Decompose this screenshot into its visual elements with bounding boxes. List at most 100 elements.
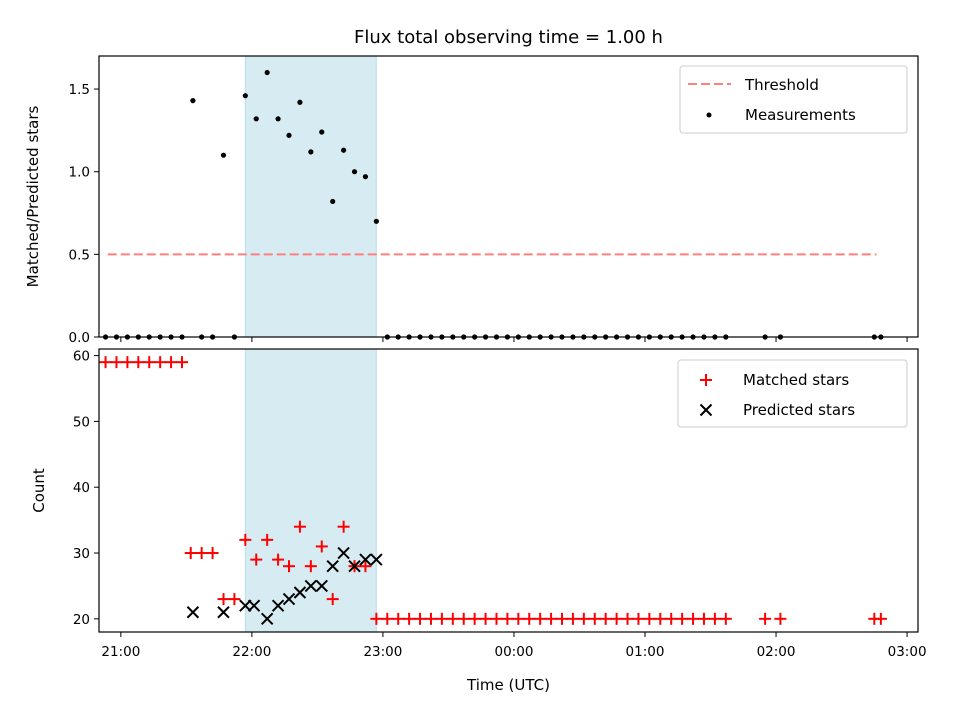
measurement-point bbox=[308, 149, 314, 155]
matched-star-point bbox=[435, 612, 448, 625]
measurement-point bbox=[190, 98, 196, 104]
bottom-legend: Matched stars Predicted stars bbox=[677, 359, 908, 428]
chart-title: Flux total observing time = 1.00 h bbox=[354, 27, 663, 48]
matched-star-point bbox=[261, 533, 274, 546]
matched-star-point bbox=[381, 612, 394, 625]
x-stroke-b bbox=[217, 606, 230, 619]
top-legend: Threshold Measurements bbox=[679, 65, 908, 134]
top-y-tick-label: 0.5 bbox=[69, 247, 90, 263]
matched-star-point bbox=[523, 612, 536, 625]
predicted-star-point bbox=[293, 586, 307, 599]
matched-star-point bbox=[175, 356, 188, 369]
matched-star-point bbox=[154, 356, 167, 369]
top-axes-frame bbox=[98, 55, 919, 338]
measurement-point bbox=[264, 69, 270, 76]
bottom-legend-box bbox=[677, 359, 908, 428]
top-panel: 0.0 0.5 1.0 1.5 Flux total observing time =… bbox=[24, 27, 919, 346]
matched-star-point bbox=[359, 560, 372, 573]
matched-star-point bbox=[468, 612, 481, 625]
predicted-star-point bbox=[337, 546, 350, 560]
predicted-star-point bbox=[282, 592, 296, 606]
measurement-point bbox=[220, 152, 227, 158]
matched-star-point bbox=[239, 533, 252, 546]
bottom-y-ticks: 20 30 40 50 60 bbox=[73, 349, 99, 628]
matched-star-point bbox=[632, 612, 645, 625]
bottom-x-tick-label: 22:00 bbox=[232, 644, 271, 660]
matched-star-point bbox=[143, 356, 156, 369]
matched-star-point bbox=[457, 612, 470, 625]
bottom-y-axis-label: Count bbox=[30, 468, 48, 513]
matched-star-point bbox=[403, 612, 416, 625]
matched-star-point bbox=[566, 612, 579, 625]
x-stroke-b bbox=[370, 553, 383, 566]
matched-star-point bbox=[228, 593, 241, 606]
legend-threshold-label: Threshold bbox=[744, 76, 819, 94]
matched-star-point bbox=[392, 612, 405, 625]
predicted-star-point bbox=[348, 559, 361, 573]
matched-star-point bbox=[577, 612, 590, 625]
matched-star-point bbox=[556, 612, 569, 625]
bottom-x-tick-label: 23:00 bbox=[363, 644, 402, 660]
measurement-point bbox=[242, 93, 248, 99]
matched-star-point bbox=[424, 612, 437, 625]
predicted-star-point bbox=[186, 606, 200, 619]
x-stroke-b bbox=[247, 599, 261, 612]
bottom-axes-frame bbox=[98, 348, 919, 633]
measurement-point bbox=[253, 116, 259, 122]
predicted-star-point bbox=[247, 599, 261, 612]
legend-plus-marker bbox=[700, 374, 712, 386]
matched-star-point bbox=[759, 612, 772, 625]
matched-star-point bbox=[676, 612, 689, 625]
matched-star-point bbox=[512, 612, 525, 625]
legend-x-marker bbox=[699, 403, 713, 417]
bottom-y-tick-label: 50 bbox=[73, 414, 90, 430]
x-stroke-b bbox=[282, 592, 296, 606]
matched-star-point bbox=[599, 612, 612, 625]
top-y-tick-label: 0.0 bbox=[69, 330, 90, 346]
measurement-point bbox=[275, 116, 281, 122]
x-stroke-b bbox=[337, 546, 350, 560]
matched-star-point bbox=[326, 593, 339, 606]
matched-star-point bbox=[490, 612, 503, 625]
matched-star-point bbox=[370, 612, 383, 625]
measurement-point bbox=[373, 218, 379, 224]
x-stroke-b bbox=[315, 579, 328, 593]
observing-interval-shade-top bbox=[244, 55, 377, 338]
bottom-x-tick-label: 21:00 bbox=[101, 644, 140, 660]
x-stroke-b bbox=[271, 599, 285, 612]
x-stroke-b bbox=[326, 559, 339, 573]
x-stroke-b bbox=[293, 586, 307, 599]
matched-star-point bbox=[315, 540, 328, 553]
bottom-y-tick-label: 30 bbox=[73, 546, 90, 562]
bottom-x-tick-label: 03:00 bbox=[888, 644, 927, 660]
bottom-y-tick-label: 40 bbox=[73, 480, 90, 496]
matched-star-point bbox=[184, 547, 197, 560]
predicted-star-point bbox=[370, 553, 383, 566]
predicted-star-point bbox=[260, 612, 274, 626]
predicted-star-point bbox=[271, 599, 285, 612]
x-stroke-b bbox=[348, 559, 361, 573]
matched-star-point bbox=[250, 553, 263, 566]
bottom-x-tick-label: 01:00 bbox=[626, 644, 665, 660]
bottom-y-tick-label: 20 bbox=[73, 612, 90, 628]
x-stroke-b bbox=[699, 403, 713, 417]
bottom-x-ticks: 21:00 22:00 23:00 00:00 01:00 02:00 03:00 bbox=[101, 632, 927, 660]
x-stroke-b bbox=[359, 553, 372, 566]
predicted-star-point bbox=[326, 559, 339, 573]
top-y-tick-label: 1.5 bbox=[69, 82, 90, 98]
matched-star-point bbox=[665, 612, 678, 625]
measurement-point bbox=[319, 129, 325, 135]
legend-measurements-label: Measurements bbox=[745, 106, 856, 124]
matched-star-point bbox=[132, 356, 145, 369]
matched-star-point bbox=[110, 356, 123, 369]
measurement-point bbox=[362, 174, 369, 180]
matched-star-point bbox=[121, 356, 134, 369]
matched-star-point bbox=[99, 356, 112, 369]
matched-star-point bbox=[621, 612, 634, 625]
top-x-ticks bbox=[120, 337, 908, 342]
legend-matched-label: Matched stars bbox=[743, 371, 849, 389]
x-stroke-b bbox=[186, 606, 200, 619]
legend-measurements-swatch bbox=[706, 112, 712, 118]
matched-star-point bbox=[293, 520, 306, 533]
